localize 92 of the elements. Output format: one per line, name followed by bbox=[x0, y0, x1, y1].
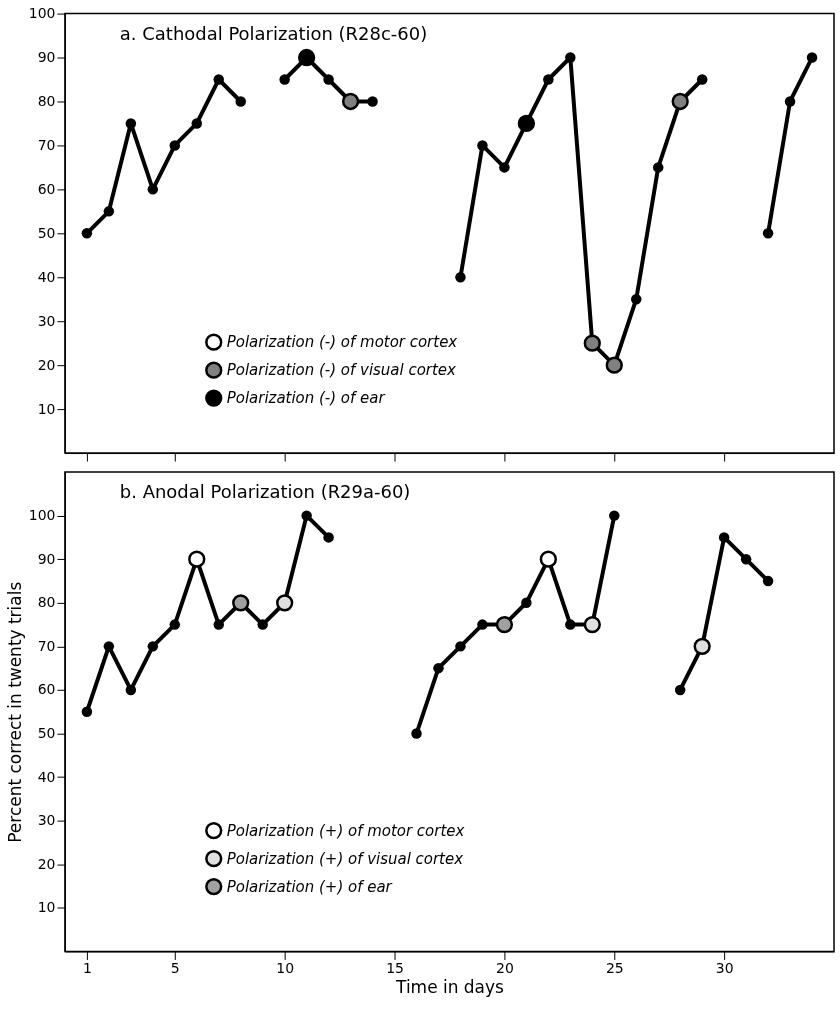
y-tick-label: 20 bbox=[37, 855, 56, 872]
point bbox=[565, 619, 576, 630]
point bbox=[583, 334, 601, 352]
y-axis-title: Percent correct in twenty trials bbox=[4, 581, 25, 843]
point bbox=[762, 228, 774, 239]
x-tick-label: 10 bbox=[276, 959, 295, 976]
point bbox=[81, 706, 93, 717]
y-tick-label: 10 bbox=[37, 899, 56, 916]
x-tick-label: 25 bbox=[605, 959, 624, 976]
point bbox=[147, 641, 159, 652]
text: a. Cathodal Polarization (R28c-60) bbox=[119, 22, 428, 44]
point bbox=[455, 641, 466, 652]
x-tick-label: 15 bbox=[386, 959, 404, 976]
point bbox=[411, 728, 422, 739]
point bbox=[718, 532, 730, 543]
point bbox=[762, 575, 774, 587]
y-tick-label: 20 bbox=[37, 356, 56, 373]
legend-label: Polarization (+) of ear bbox=[226, 877, 393, 896]
y-tick-label: 60 bbox=[37, 681, 56, 698]
point bbox=[565, 52, 576, 63]
point bbox=[499, 162, 510, 173]
legend-label: Polarization (-) of visual cortex bbox=[226, 361, 457, 380]
point bbox=[477, 140, 488, 151]
point bbox=[103, 206, 115, 217]
y-tick-label: 80 bbox=[37, 594, 56, 611]
point bbox=[279, 74, 290, 85]
point bbox=[517, 114, 536, 133]
point bbox=[495, 615, 514, 634]
legend-label: Polarization (-) of motor cortex bbox=[226, 333, 458, 352]
point bbox=[543, 74, 554, 85]
point bbox=[276, 594, 294, 612]
y-tick-label: 90 bbox=[37, 49, 56, 66]
point bbox=[232, 594, 250, 612]
y-tick-label: 60 bbox=[37, 180, 56, 197]
text: b. Anodal Polarization (R29a-60) bbox=[119, 481, 411, 502]
y-tick-label: 30 bbox=[37, 312, 56, 329]
point bbox=[609, 510, 620, 521]
point bbox=[125, 684, 137, 696]
point bbox=[323, 74, 334, 85]
point bbox=[605, 356, 623, 374]
point bbox=[455, 272, 466, 283]
point bbox=[147, 184, 159, 195]
point bbox=[213, 74, 224, 85]
point bbox=[257, 619, 268, 630]
point bbox=[539, 550, 557, 568]
y-tick-label: 90 bbox=[37, 550, 56, 567]
point bbox=[671, 92, 689, 111]
point bbox=[81, 228, 93, 239]
point bbox=[301, 510, 312, 521]
y-tick-label: 30 bbox=[37, 812, 56, 829]
y-tick-label: 70 bbox=[37, 136, 56, 153]
point bbox=[631, 294, 642, 305]
y-tick-label: 10 bbox=[37, 400, 56, 417]
point bbox=[433, 662, 444, 674]
point bbox=[188, 550, 206, 568]
y-tick-label: 100 bbox=[28, 5, 56, 22]
y-tick-label: 100 bbox=[28, 507, 56, 524]
x-tick-label: 30 bbox=[715, 959, 734, 976]
point bbox=[297, 48, 316, 67]
point bbox=[740, 553, 752, 565]
point bbox=[806, 52, 818, 63]
point bbox=[521, 597, 532, 609]
point bbox=[191, 118, 202, 129]
point bbox=[652, 162, 664, 173]
point bbox=[696, 74, 708, 85]
point bbox=[323, 532, 334, 543]
point bbox=[341, 92, 360, 111]
x-tick-label: 1 bbox=[82, 959, 92, 976]
point bbox=[169, 140, 181, 151]
y-tick-label: 80 bbox=[37, 92, 56, 109]
point bbox=[784, 96, 796, 107]
x-tick-label: 5 bbox=[170, 959, 180, 976]
point bbox=[103, 641, 115, 652]
point bbox=[583, 615, 601, 634]
legend-label: Polarization (-) of ear bbox=[226, 389, 386, 408]
point bbox=[367, 96, 378, 107]
point bbox=[125, 118, 137, 129]
y-tick-label: 50 bbox=[37, 224, 56, 241]
y-tick-label: 70 bbox=[37, 637, 56, 654]
point bbox=[169, 619, 181, 630]
y-tick-label: 40 bbox=[37, 268, 56, 285]
point bbox=[693, 637, 711, 656]
point bbox=[477, 619, 488, 630]
legend-label: Polarization (+) of motor cortex bbox=[226, 821, 465, 840]
x-axis-title: Time in days bbox=[395, 976, 505, 997]
legend-label: Polarization (+) of visual cortex bbox=[226, 849, 464, 868]
x-tick-label: 20 bbox=[496, 959, 514, 976]
y-tick-label: 50 bbox=[37, 725, 56, 742]
point bbox=[674, 684, 686, 696]
point bbox=[235, 96, 246, 107]
y-tick-label: 40 bbox=[37, 768, 56, 785]
point bbox=[213, 619, 224, 630]
